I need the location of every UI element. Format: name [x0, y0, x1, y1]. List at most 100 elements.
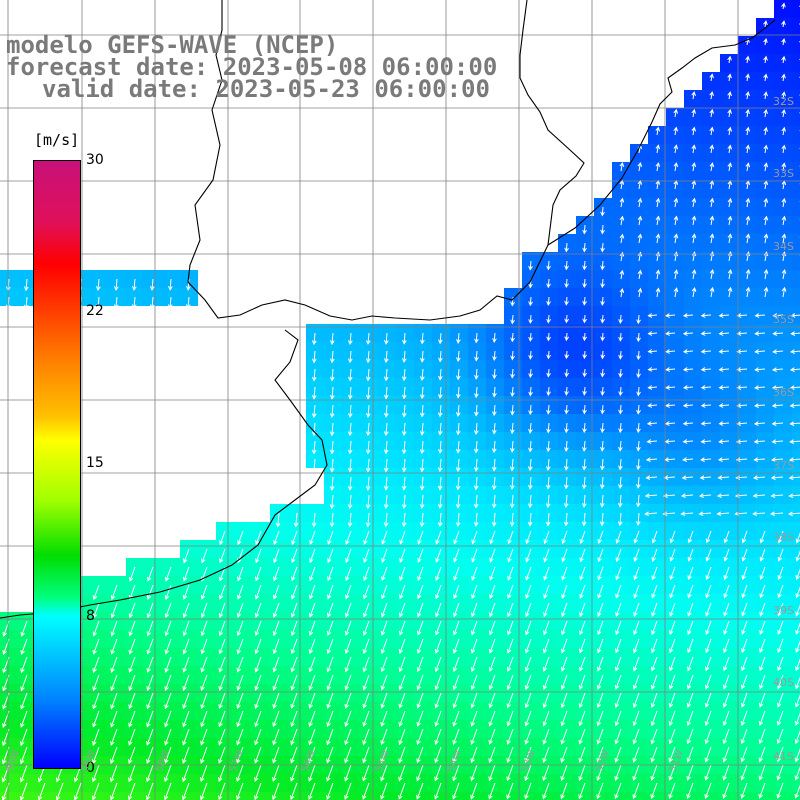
- wind-arrow: [777, 566, 784, 581]
- wind-arrow: [682, 331, 694, 336]
- wind-arrow: [510, 386, 515, 398]
- wind-arrow: [453, 530, 460, 545]
- wind-arrow: [645, 475, 658, 480]
- wind-arrow: [789, 385, 800, 390]
- wind-arrow: [582, 332, 588, 342]
- wind-arrow: [326, 692, 334, 709]
- wind-arrow: [146, 710, 154, 728]
- wind-arrow: [687, 548, 694, 562]
- wind-arrow: [745, 197, 751, 208]
- wind-arrow: [546, 386, 551, 397]
- wind-arrow: [365, 512, 371, 528]
- wind-arrow: [326, 656, 334, 673]
- wind-arrow: [709, 197, 715, 208]
- wind-arrow: [200, 602, 208, 619]
- wind-arrow: [380, 692, 388, 709]
- wind-arrow: [663, 475, 676, 480]
- wind-arrow: [633, 530, 640, 544]
- wind-arrow: [200, 692, 208, 710]
- wind-arrow: [347, 512, 353, 528]
- wind-arrow: [614, 764, 622, 782]
- wind-arrow: [709, 108, 714, 118]
- wind-arrow: [365, 404, 371, 418]
- wind-cell: [324, 792, 342, 800]
- wind-arrow: [453, 584, 460, 600]
- wind-arrow: [329, 512, 335, 528]
- wind-arrow: [564, 422, 569, 434]
- wind-arrow: [618, 440, 623, 452]
- wind-arrow: [311, 440, 317, 455]
- wind-arrow: [745, 108, 750, 118]
- wind-arrow: [273, 566, 280, 582]
- wind-arrow: [542, 764, 550, 782]
- wind-arrow: [789, 367, 800, 372]
- wind-arrow: [401, 440, 407, 455]
- wind-arrow: [420, 350, 425, 363]
- wind-arrow: [416, 782, 424, 800]
- wind-cell: [792, 126, 800, 144]
- wind-arrow: [668, 674, 676, 690]
- wind-cell: [792, 252, 800, 270]
- wind-cell: [90, 792, 108, 800]
- wind-arrow: [633, 602, 640, 617]
- wind-arrow: [754, 367, 766, 372]
- wind-arrow: [473, 494, 479, 509]
- wind-arrow: [507, 548, 514, 563]
- wind-arrow: [528, 422, 533, 434]
- wind-arrow: [308, 728, 316, 746]
- wind-arrow: [401, 368, 407, 382]
- wind-arrow: [524, 710, 532, 727]
- wind-arrow: [618, 368, 623, 378]
- wind-arrow: [763, 286, 769, 298]
- colorbar-units: [m/s]: [34, 131, 80, 149]
- wind-arrow: [655, 144, 661, 154]
- wind-arrow: [647, 367, 658, 372]
- wind-arrow: [776, 710, 784, 726]
- wind-arrow: [542, 656, 550, 672]
- wind-arrow: [471, 584, 478, 600]
- wind-arrow: [419, 458, 425, 473]
- wind-arrow: [146, 746, 154, 764]
- lat-label: 40S: [773, 676, 794, 689]
- wind-arrow: [110, 710, 118, 728]
- wind-arrow: [506, 746, 514, 764]
- wind-arrow: [254, 764, 262, 782]
- wind-arrow: [416, 764, 424, 782]
- wind-arrow: [236, 710, 244, 728]
- wind-arrow: [92, 728, 100, 746]
- wind-arrow: [682, 385, 694, 390]
- wind-arrow: [435, 530, 442, 545]
- wind-arrow: [489, 530, 496, 545]
- wind-arrow: [770, 475, 784, 481]
- wind-arrow: [560, 782, 568, 800]
- wind-arrow: [326, 710, 334, 728]
- wind-arrow: [383, 368, 389, 382]
- wind-arrow: [615, 548, 622, 563]
- wind-arrow: [560, 746, 568, 763]
- wind-arrow: [419, 368, 425, 382]
- wind-arrow: [488, 674, 496, 691]
- wind-arrow: [383, 422, 389, 437]
- wind-arrow: [92, 746, 100, 765]
- wind-arrow: [691, 91, 696, 100]
- wind-arrow: [146, 620, 154, 637]
- wind-cell: [792, 36, 800, 54]
- wind-arrow: [456, 386, 461, 399]
- wind-arrow: [218, 602, 226, 619]
- wind-arrow: [637, 161, 643, 172]
- wind-arrow: [635, 512, 641, 527]
- wind-arrow: [488, 692, 496, 709]
- wind-arrow: [664, 421, 676, 426]
- wind-arrow: [771, 421, 784, 426]
- wind-arrow: [745, 55, 750, 64]
- wind-arrow: [236, 620, 244, 637]
- wind-arrow: [131, 278, 137, 291]
- wind-arrow: [347, 350, 353, 364]
- wind-arrow: [686, 710, 694, 727]
- wind-arrow: [363, 530, 370, 545]
- wind-arrow: [618, 458, 623, 471]
- wind-arrow: [491, 512, 497, 527]
- wind-arrow: [759, 548, 766, 562]
- wind-arrow: [507, 530, 514, 545]
- wind-arrow: [564, 404, 569, 415]
